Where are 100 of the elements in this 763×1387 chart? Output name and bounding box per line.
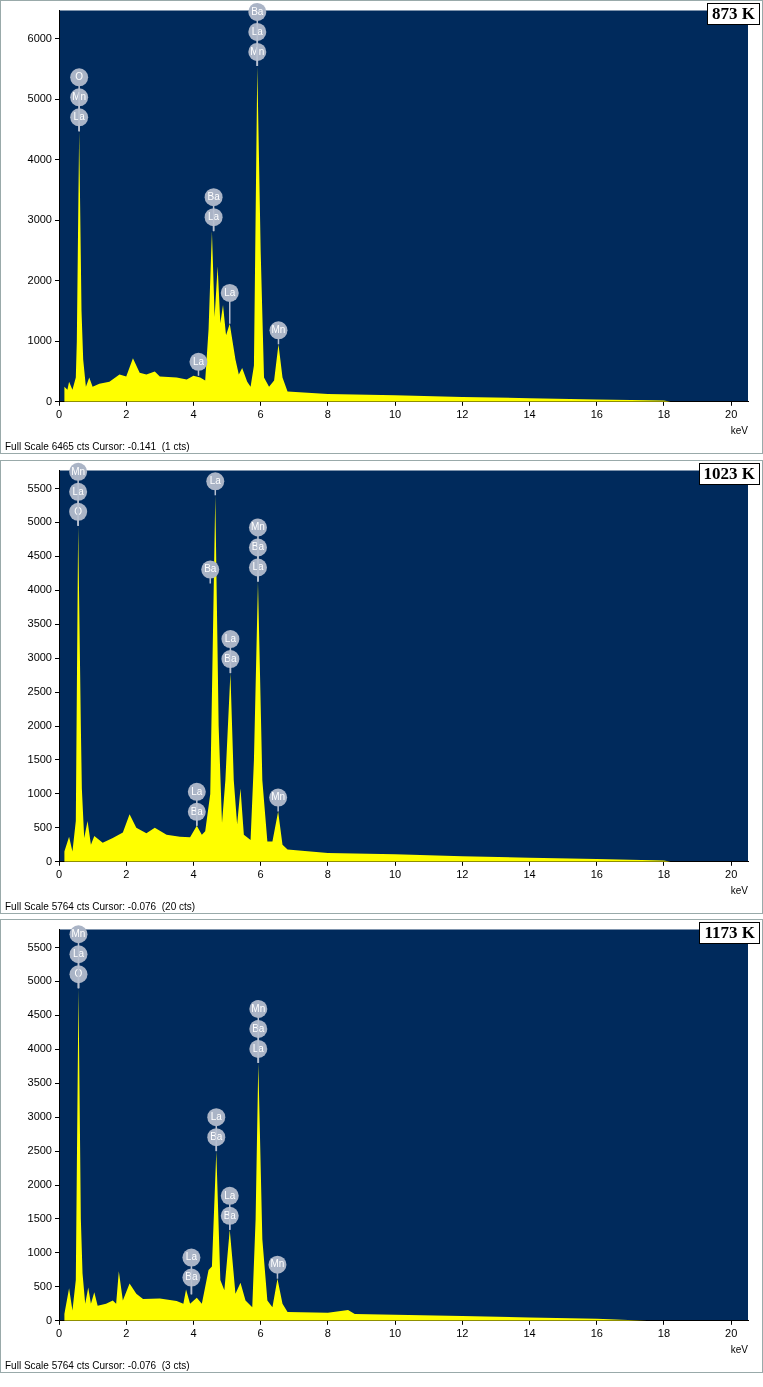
x-tick-label: 16 [590,1327,603,1340]
annotation: O [75,71,84,83]
annotation: Ba [210,1130,223,1142]
x-tick-label: 20 [725,868,738,881]
x-tick-label: 0 [55,868,63,881]
x-tick-label: 20 [725,1327,738,1340]
annotation: La [224,1189,236,1201]
x-tick-label: 10 [388,868,402,881]
y-tick-label: 4000 [27,583,52,596]
annotation: Mn [72,91,87,103]
x-tick-label: 6 [257,1327,264,1340]
annotation: La [210,1110,223,1122]
y-tick-label: 3500 [27,617,52,630]
annotation: Ba [251,5,264,17]
x-tick-label: 14 [523,408,536,421]
x-tick-label: 16 [590,868,603,881]
x-tick-label: 8 [324,408,331,421]
y-tick-label: 5500 [27,940,52,953]
y-tick-label: 4000 [27,1042,52,1055]
y-tick-label: 0 [45,1313,52,1326]
y-tick-label: 2000 [27,273,52,286]
x-tick-label: 8 [324,1327,331,1340]
y-tick-label: 2000 [27,1178,52,1191]
annotation: La [252,1042,265,1054]
y-tick-label: 3000 [27,1110,52,1123]
y-tick-label: 0 [45,854,52,867]
annotation: La [252,561,264,573]
annotation: Mn [251,521,265,533]
annotation: Mn [270,1258,285,1270]
y-tick-label: 0 [45,394,52,407]
x-tick-label: 12 [456,408,469,421]
x-axis-title: keV [730,424,749,436]
y-tick-label: 5000 [27,974,52,987]
y-tick-label: 1000 [27,786,52,799]
annotation: Mn [71,927,86,939]
annotation: La [72,485,85,497]
annotation: La [251,25,264,37]
x-tick-label: 0 [55,1327,63,1340]
x-tick-label: 4 [190,1327,197,1340]
annotation: La [224,286,236,298]
annotation: Mn [251,1002,266,1014]
annotation: Ba [207,190,221,202]
x-tick-label: 10 [388,1327,402,1340]
y-tick-label: 500 [33,1279,52,1292]
annotation: Ba [224,652,237,664]
y-tick-label: 4000 [27,152,52,165]
x-tick-label: 12 [456,868,469,881]
y-tick-label: 5000 [27,92,52,105]
y-tick-label: 1500 [27,753,52,766]
annotation: La [224,632,237,644]
annotation: La [191,785,203,797]
y-tick-label: 1500 [27,1212,52,1225]
x-tick-label: 14 [523,1327,536,1340]
chart-title: 873 K [707,3,760,25]
x-tick-label: 14 [523,868,536,881]
annotation: La [72,947,85,959]
annotation: Ba [251,541,265,553]
y-tick-label: 3000 [27,651,52,664]
annotation: La [192,355,205,367]
y-tick-label: 5000 [27,515,52,528]
y-tick-label: 2000 [27,719,52,732]
x-tick-label: 8 [324,868,331,881]
x-tick-label: 18 [657,868,671,881]
annotation: Mn [271,324,286,336]
annotation: Ba [252,1022,265,1034]
annotation: La [208,210,220,222]
chart-title: 1023 K [698,463,760,485]
text: Full Scale 6465 cts Cursor: -0.141 (1 cts) [5,441,190,452]
x-tick-label: 4 [190,868,197,881]
y-tick-label: 3500 [27,1076,52,1089]
y-tick-label: 500 [33,820,52,833]
x-tick-label: 2 [123,1327,130,1340]
x-tick-label: 18 [657,1327,671,1340]
y-tick-label: 2500 [27,685,52,698]
annotation: La [209,475,222,487]
annotation: Ba [204,563,217,575]
annotation: La [73,111,86,123]
annotation: Mn [71,465,86,477]
x-tick-label: 6 [257,408,264,421]
y-tick-label: 4500 [27,549,52,562]
y-tick-label: 5500 [27,481,52,494]
x-tick-label: 10 [388,408,402,421]
x-tick-label: 4 [190,408,197,421]
x-tick-label: 2 [123,408,130,421]
y-tick-label: 6000 [27,31,52,44]
x-tick-label: 20 [725,408,738,421]
x-axis-title: keV [730,1343,749,1355]
x-tick-label: 12 [456,1327,469,1340]
y-tick-label: 1000 [27,334,52,347]
x-tick-label: 2 [123,868,130,881]
x-axis-title: keV [730,884,749,896]
y-tick-label: 2500 [27,1144,52,1157]
annotation: Ba [185,1271,198,1283]
y-tick-label: 3000 [27,213,52,226]
chart-title: 1173 K [699,922,760,944]
y-tick-label: 4500 [27,1008,52,1021]
text: Full Scale 5764 cts Cursor: -0.076 (20 cts) [5,901,196,912]
annotation: La [185,1251,198,1263]
y-tick-label: 1000 [27,1245,52,1258]
x-tick-label: 0 [55,408,63,421]
